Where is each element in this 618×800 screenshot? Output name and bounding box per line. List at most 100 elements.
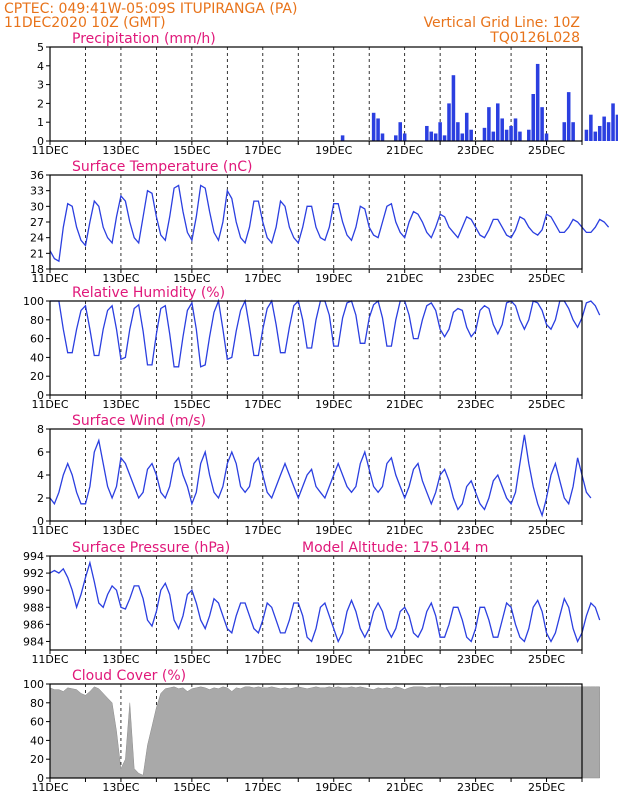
wind-y-tick-label: 2: [37, 492, 44, 505]
humidity-series-line: [50, 298, 601, 368]
cloud-x-tick-label: 17DEC: [244, 781, 281, 794]
precip-bar: [540, 107, 544, 141]
precip-bar: [589, 114, 593, 141]
pressure-x-tick-label: 25DEC: [528, 653, 565, 666]
humidity-y-tick-label: 80: [30, 314, 44, 327]
temperature-x-tick-label: 21DEC: [386, 272, 423, 285]
pressure-x-tick-label: 17DEC: [244, 653, 281, 666]
cloud-x-tick-label: 25DEC: [528, 781, 565, 794]
temperature-x-tick-label: 13DEC: [102, 272, 139, 285]
precip-bar: [593, 131, 598, 141]
header-grid-note: Vertical Grid Line: 10Z: [424, 15, 580, 31]
humidity-frame: [49, 300, 583, 396]
cloud-x-tick-label: 13DEC: [102, 781, 139, 794]
temperature-x-tick-label: 23DEC: [457, 272, 494, 285]
pressure-x-tick-label: 23DEC: [457, 653, 494, 666]
header-location: CPTEC: 049:41W-05:09S ITUPIRANGA (PA): [4, 1, 297, 17]
precip-bar: [611, 103, 615, 141]
precip-bar: [602, 116, 606, 141]
precip-bar: [398, 122, 403, 141]
precip-bar: [442, 135, 447, 141]
pressure-x-tick-label: 19DEC: [315, 653, 352, 666]
humidity-x-tick-label: 17DEC: [244, 398, 281, 411]
humidity-x-tick-label: 21DEC: [386, 398, 423, 411]
precip-x-tick-label: 25DEC: [528, 144, 565, 157]
precip-bar: [460, 133, 465, 141]
precip-bar: [504, 129, 509, 141]
wind-x-tick-label: 23DEC: [457, 524, 494, 537]
precip-bar: [527, 129, 531, 141]
precip-bar: [544, 133, 549, 141]
precip-bar: [571, 122, 575, 141]
temperature-x-tick-label: 17DEC: [244, 272, 281, 285]
humidity-x-tick-label: 19DEC: [315, 398, 352, 411]
pressure-x-tick-label: 21DEC: [386, 653, 423, 666]
pressure-y-tick-label: 988: [23, 601, 44, 614]
precip-bar: [491, 131, 496, 141]
precip-bar: [487, 107, 491, 141]
temperature-y-tick-label: 27: [30, 216, 44, 229]
pressure-x-tick-label: 13DEC: [102, 653, 139, 666]
precip-x-tick-label: 11DEC: [31, 144, 68, 157]
precip-bar: [495, 103, 500, 141]
precip-x-tick-label: 21DEC: [386, 144, 423, 157]
cloud-frame: [49, 683, 583, 779]
pressure-series-line: [49, 560, 601, 644]
precip-bar: [469, 129, 473, 141]
precip-bar: [433, 133, 438, 141]
precip-bar: [615, 114, 618, 141]
wind-title: Surface Wind (m/s): [72, 413, 206, 429]
precip-y-tick-label: 0: [37, 135, 44, 148]
precip-x-tick-label: 13DEC: [102, 144, 139, 157]
temperature-y-tick-label: 18: [30, 263, 44, 276]
humidity-y-tick-label: 40: [30, 351, 44, 364]
precip-y-tick-label: 2: [37, 97, 44, 110]
humidity-y-tick-label: 20: [30, 370, 44, 383]
precip-x-tick-label: 17DEC: [244, 144, 281, 157]
precip-bar: [425, 125, 429, 141]
precip-bar: [606, 122, 611, 141]
precip-bar: [509, 125, 513, 141]
cloud-area: [49, 686, 600, 779]
precip-bar: [562, 122, 567, 141]
humidity-x-tick-label: 25DEC: [528, 398, 565, 411]
precip-bar: [380, 133, 385, 141]
precip-frame: [49, 46, 583, 142]
temperature-series-line: [49, 184, 610, 263]
cloud-x-tick-label: 21DEC: [386, 781, 423, 794]
cloud-x-tick-label: 15DEC: [173, 781, 210, 794]
temperature-y-tick-label: 30: [30, 200, 44, 213]
wind-x-tick-label: 25DEC: [528, 524, 565, 537]
humidity-y-tick-label: 100: [23, 295, 44, 308]
precip-bar: [376, 118, 380, 141]
temperature-y-tick-label: 36: [30, 169, 44, 182]
temperature-y-tick-label: 33: [30, 185, 44, 198]
precip-bar: [438, 122, 442, 141]
cloud-y-tick-label: 0: [37, 772, 44, 785]
precip-bar: [482, 127, 487, 141]
wind-x-tick-label: 15DEC: [173, 524, 210, 537]
precip-bar: [451, 75, 456, 141]
cloud-y-tick-label: 80: [30, 697, 44, 710]
humidity-y-tick-label: 60: [30, 333, 44, 346]
cloud-title: Cloud Cover (%): [72, 668, 186, 684]
cloud-x-tick-label: 11DEC: [31, 781, 68, 794]
header-run-time: 11DEC2020 10Z (GMT): [4, 15, 166, 31]
wind-x-tick-label: 21DEC: [386, 524, 423, 537]
precip-x-tick-label: 19DEC: [315, 144, 352, 157]
pressure-y-tick-label: 984: [23, 635, 44, 648]
wind-y-tick-label: 8: [37, 423, 44, 436]
precip-bar: [566, 92, 571, 141]
humidity-x-tick-label: 11DEC: [31, 398, 68, 411]
precip-bar: [447, 103, 451, 141]
cloud-y-tick-label: 60: [30, 716, 44, 729]
temperature-x-tick-label: 15DEC: [173, 272, 210, 285]
humidity-y-tick-label: 0: [37, 389, 44, 402]
wind-y-tick-label: 0: [37, 515, 44, 528]
precip-bar: [456, 122, 460, 141]
wind-y-tick-label: 4: [37, 469, 44, 482]
precip-bar: [371, 112, 376, 141]
temperature-x-tick-label: 19DEC: [315, 272, 352, 285]
precip-y-tick-label: 4: [37, 60, 44, 73]
